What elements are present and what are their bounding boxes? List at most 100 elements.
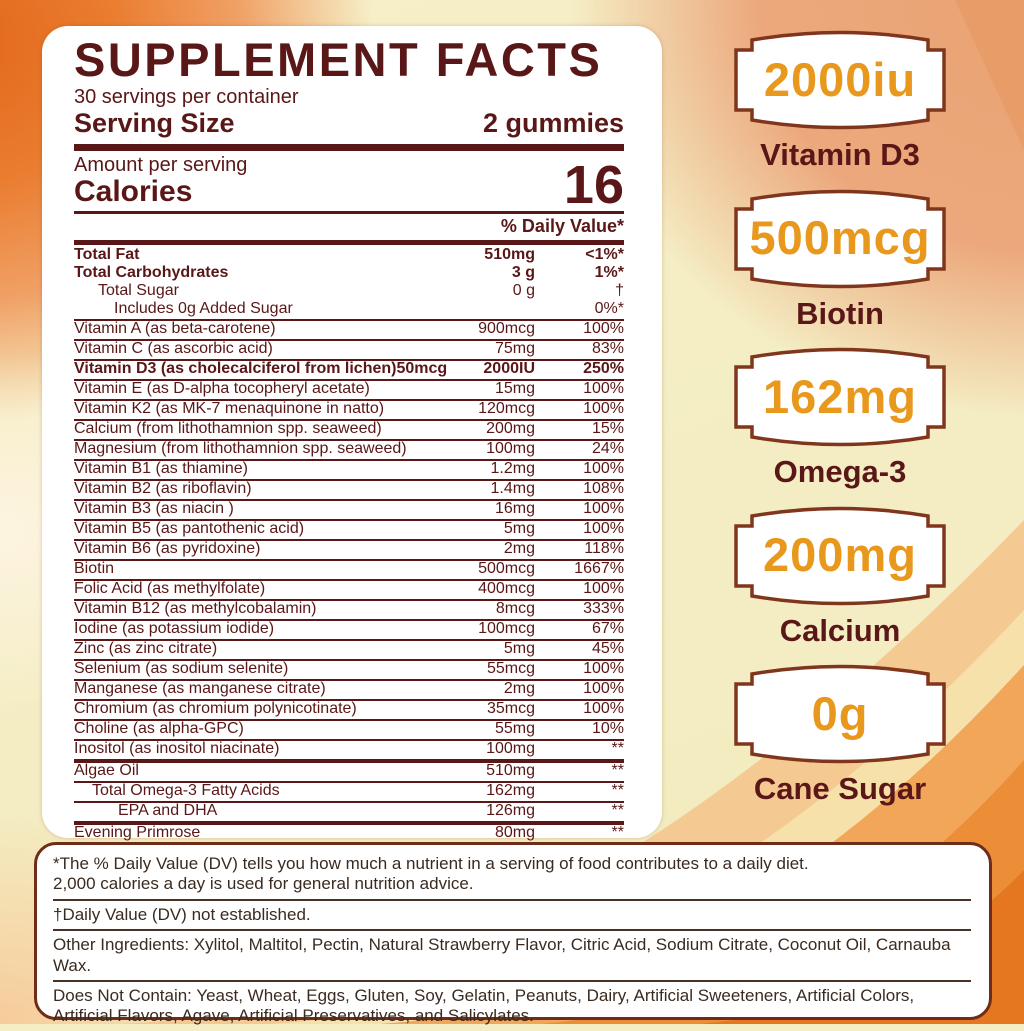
row-name: Vitamin B3 (as niacin ) [74, 500, 234, 518]
row-dv: 15% [591, 420, 624, 438]
serving-size-row: Serving Size 2 gummies [74, 107, 624, 139]
row-dv: 333% [583, 600, 624, 618]
table-row: Vitamin B12 (as methylcobalamin) 8mcg 33… [74, 600, 624, 622]
row-dv: 100% [583, 500, 624, 518]
row-name: Vitamin C (as ascorbic acid) [74, 340, 273, 358]
badge-label: Cane Sugar [753, 771, 927, 807]
row-dv: 1%* [594, 264, 624, 282]
row-dv: 100% [583, 460, 624, 478]
badge-value: 200mg [763, 528, 917, 582]
row-dv: 100% [583, 700, 624, 718]
row-name: Chromium (as chromium polynicotinate) [74, 700, 357, 718]
supplement-facts-panel: SUPPLEMENT FACTS 30 servings per contain… [42, 26, 662, 842]
row-amount: 5mg [503, 520, 535, 538]
table-row: Algae Oil 510mg ** [74, 762, 624, 784]
row-name: Vitamin B6 (as pyridoxine) [74, 540, 261, 558]
table-row: Vitamin K2 (as MK-7 menaquinone in natto… [74, 400, 624, 422]
row-amount: 510mg [486, 762, 535, 780]
serving-size-value: 2 gummies [482, 107, 624, 138]
row-amount: 100mcg [478, 620, 535, 638]
table-row: Vitamin B3 (as niacin ) 16mg 100% [74, 500, 624, 522]
row-dv: ** [611, 740, 624, 758]
table-row: Vitamin B5 (as pantothenic acid) 5mg 100… [74, 520, 624, 542]
row-amount: 500mcg [478, 560, 535, 578]
table-row: Choline (as alpha-GPC) 55mg 10% [74, 720, 624, 742]
row-name: Magnesium (from lithothamnion spp. seawe… [74, 440, 407, 458]
row-name: Vitamin A (as beta-carotene) [74, 320, 276, 338]
highlight-badge: 200mg Calcium [714, 500, 966, 648]
table-row: Manganese (as manganese citrate) 2mg 100… [74, 680, 624, 702]
highlight-badge: 162mg Omega-3 [714, 341, 966, 489]
divider-thick [74, 240, 624, 246]
row-name: Includes 0g Added Sugar [114, 300, 293, 318]
highlight-badge: 2000iu Vitamin D3 [714, 24, 966, 172]
row-amount: 15mg [494, 380, 535, 398]
row-name: Algae Oil [74, 762, 139, 780]
row-amount: 100mg [486, 740, 535, 758]
row-name: Vitamin B5 (as pantothenic acid) [74, 520, 305, 538]
table-row: Magnesium (from lithothamnion spp. seawe… [74, 440, 624, 462]
plaque-frame-icon [734, 347, 946, 447]
row-amount: 100mg [486, 440, 535, 458]
table-row: Calcium (from lithothamnion spp. seaweed… [74, 420, 624, 442]
row-amount: 120mcg [478, 400, 535, 418]
row-dv: 100% [583, 320, 624, 338]
serving-size-label: Serving Size [74, 107, 235, 138]
row-name: Vitamin B12 (as methylcobalamin) [74, 600, 317, 618]
badge-plaque: 162mg [714, 341, 966, 453]
plaque-frame-icon [734, 30, 946, 130]
table-row: Total Carbohydrates 3 g 1%* [74, 265, 624, 283]
table-row: Iodine (as potassium iodide) 100mcg 67% [74, 620, 624, 642]
badge-label: Biotin [796, 295, 884, 331]
row-dv: 100% [583, 380, 624, 398]
row-name: Vitamin K2 (as MK-7 menaquinone in natto… [74, 400, 385, 418]
table-row: Biotin 500mcg 1667% [74, 560, 624, 582]
facts-title: SUPPLEMENT FACTS [74, 33, 603, 86]
badge-plaque: 2000iu [714, 24, 966, 136]
badge-label: Vitamin D3 [760, 137, 920, 172]
table-row: Selenium (as sodium selenite) 55mcg 100% [74, 660, 624, 682]
highlight-badge: 0g Cane Sugar [714, 658, 966, 806]
badge-label: Calcium [779, 612, 901, 648]
badge-plaque: 0g [714, 658, 966, 770]
row-amount: 0 g [512, 282, 535, 300]
row-name: Vitamin E (as D-alpha tocopheryl acetate… [74, 380, 370, 398]
badge-value: 0g [811, 686, 869, 740]
badge-value: 162mg [763, 369, 917, 423]
calories-block: Amount per serving Calories 16 [74, 153, 624, 212]
table-row: Total Sugar 0 g † [74, 283, 624, 301]
badge-value: 2000iu [763, 52, 917, 106]
row-dv: 100% [583, 680, 624, 698]
row-amount: 80mg [494, 824, 535, 842]
table-row: Vitamin B6 (as pyridoxine) 2mg 118% [74, 540, 624, 562]
footnotes-panel: *The % Daily Value (DV) tells you how mu… [34, 842, 992, 1025]
divider-thick [74, 143, 624, 151]
row-dv: 10% [591, 720, 624, 738]
row-amount: 75mg [494, 340, 535, 358]
row-amount: 3 g [511, 264, 535, 282]
row-dv: 100% [583, 400, 624, 418]
row-name: Total Fat [74, 246, 140, 264]
table-row: Vitamin A (as beta-carotene) 900mcg 100% [74, 320, 624, 342]
row-name: Vitamin B1 (as thiamine) [74, 460, 248, 478]
table-row: Total Fat 510mg <1%* [74, 247, 624, 265]
footnote-section: Does Not Contain: Yeast, Wheat, Eggs, Gl… [53, 985, 915, 1026]
table-row: Vitamin E (as D-alpha tocopheryl acetate… [74, 380, 624, 402]
row-amount: 1.2mg [490, 460, 535, 478]
row-name: Total Omega-3 Fatty Acids [92, 782, 280, 800]
table-row: Vitamin C (as ascorbic acid) 75mg 83% [74, 340, 624, 362]
row-dv: † [615, 282, 624, 300]
row-dv: 100% [583, 520, 624, 538]
row-amount: 5mg [503, 640, 535, 658]
row-dv: 250% [583, 360, 624, 378]
calories-label: Calories [74, 174, 193, 208]
table-row: Chromium (as chromium polynicotinate) 35… [74, 700, 624, 722]
row-name: Inositol (as inositol niacinate) [74, 740, 280, 758]
row-name: Calcium (from lithothamnion spp. seaweed… [74, 420, 382, 438]
row-amount: 162mg [486, 782, 535, 800]
amount-per-serving-label: Amount per serving [74, 153, 248, 176]
row-dv: 100% [583, 660, 624, 678]
servings-per-container: 30 servings per container [74, 85, 299, 108]
row-dv: 108% [583, 480, 624, 498]
row-name: EPA and DHA [118, 802, 218, 820]
